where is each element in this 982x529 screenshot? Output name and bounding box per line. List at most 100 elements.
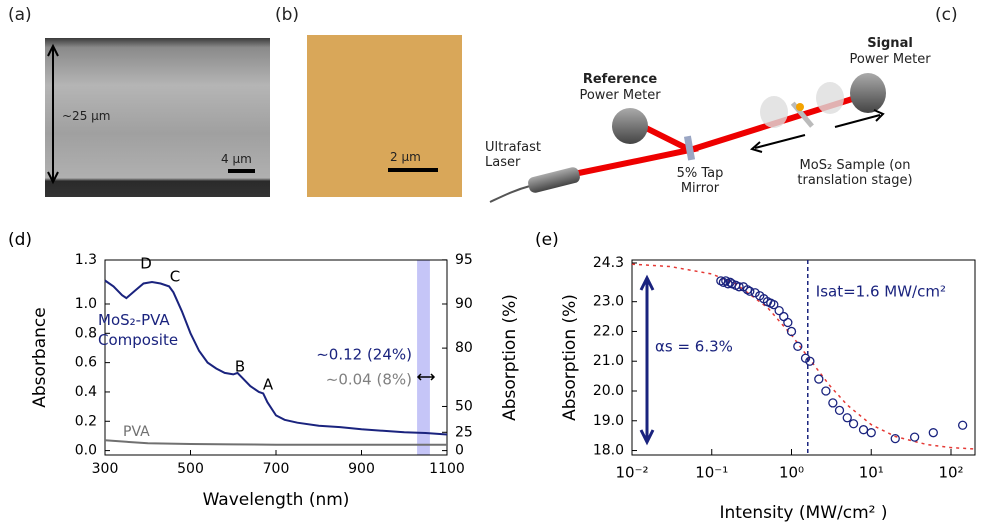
data-point — [718, 277, 729, 287]
y-tick-label: 0.4 — [75, 384, 97, 400]
thickness-label: ~25 µm — [62, 109, 111, 123]
data-point — [928, 428, 938, 438]
y2-tick-label: 50 — [455, 398, 473, 414]
laser-head — [528, 167, 580, 193]
data-point — [890, 433, 900, 444]
signal-title: Signal — [867, 36, 913, 51]
data-point — [814, 374, 824, 384]
fiber — [489, 185, 531, 203]
series-line — [104, 279, 448, 436]
lens — [760, 96, 788, 128]
alpha-arrow — [639, 274, 655, 446]
y2-axis-label: Absorption (%) — [500, 294, 520, 421]
data-point — [866, 428, 876, 438]
tap-mirror — [683, 135, 696, 161]
x-axis-label: Intensity (MW/cm² ) — [720, 503, 888, 523]
data-point — [725, 277, 735, 287]
data-point — [793, 341, 803, 351]
scale-bar — [228, 169, 255, 173]
annotation: Isat=1.6 MW/cm² — [816, 283, 946, 301]
x-tick-label: 700 — [263, 461, 290, 477]
laser-label: Ultrafast Laser — [485, 140, 541, 170]
y-tick-label: 20.0 — [593, 383, 624, 399]
data-point — [834, 405, 845, 415]
signal-sub: Power Meter — [849, 52, 931, 67]
plot-frame — [631, 259, 976, 456]
x-tick-label: 10⁻¹ — [695, 464, 728, 482]
sample-label: MoS₂ Sample (on translation stage) — [797, 158, 913, 188]
stage-arrows — [754, 114, 881, 149]
y-tick-label: 0.6 — [75, 355, 97, 371]
x-tick-label: 10¹ — [859, 464, 884, 482]
series-line — [104, 439, 447, 446]
series-label: MoS₂-PVA Composite — [98, 311, 179, 349]
fit-line — [631, 263, 976, 450]
panel-label: (d) — [8, 230, 32, 250]
x-tick-label: 900 — [348, 461, 375, 477]
y-tick-label: 21.0 — [593, 353, 624, 369]
panel-label: (c) — [935, 5, 958, 25]
scale-label: 2 µm — [390, 150, 421, 164]
data-point — [769, 300, 779, 310]
x-tick-label: 300 — [92, 461, 119, 477]
peak-label: B — [235, 358, 245, 376]
lens — [816, 82, 844, 114]
data-point — [783, 317, 793, 328]
x-tick-label: 10² — [938, 464, 963, 482]
x-tick-label: 10⁻² — [615, 464, 648, 482]
scale-label: 4 µm — [221, 152, 252, 166]
y-tick-label: 1.3 — [75, 252, 97, 268]
data-point — [821, 386, 831, 396]
data-point — [842, 413, 852, 423]
x-tick-label: 1100 — [429, 461, 465, 477]
arrow-heads — [47, 43, 59, 185]
signal-meter — [850, 73, 886, 113]
y-tick-label: 22.0 — [593, 323, 624, 339]
data-point — [805, 356, 815, 366]
y-tick-label: 0.2 — [75, 413, 97, 429]
data-point — [742, 285, 753, 295]
y2-tick-label: 0 — [455, 443, 464, 459]
data-point — [774, 305, 784, 316]
peak-label: D — [140, 255, 152, 273]
y-tick-label: 23.0 — [593, 294, 624, 310]
panel-label: (b) — [275, 5, 300, 25]
reference-title: Reference — [582, 72, 658, 87]
y-axis-label: Absorption (%) — [560, 294, 580, 421]
panel-label: (e) — [535, 230, 559, 250]
arrow — [416, 373, 436, 381]
reference-meter — [612, 108, 648, 144]
y-tick-label: 0.0 — [75, 443, 97, 459]
data-point — [750, 288, 760, 298]
y2-tick-label: 95 — [455, 252, 473, 268]
data-point — [828, 398, 838, 408]
x-tick-label: 10⁰ — [779, 464, 804, 482]
film-photo — [307, 35, 462, 197]
data-point — [957, 420, 968, 430]
reference-sub: Power Meter — [579, 88, 661, 103]
y2-tick-label: 25 — [455, 424, 473, 440]
sample — [796, 103, 804, 111]
y-axis-label: Absorbance — [30, 307, 50, 407]
y2-tick-label: 90 — [455, 296, 473, 312]
annotation: ∼0.12 (24%) — [316, 346, 412, 364]
y2-tick-label: 80 — [455, 340, 473, 356]
data-point — [734, 282, 744, 292]
peak-label: C — [170, 268, 180, 286]
data-point — [848, 419, 859, 429]
x-axis-label: Wavelength (nm) — [203, 490, 350, 510]
series-label: PVA — [123, 424, 150, 440]
highlight-band — [417, 260, 430, 455]
y-tick-label: 0.8 — [75, 325, 97, 341]
mirror-label: 5% Tap Mirror — [676, 166, 724, 196]
y-tick-label: 24.3 — [593, 255, 624, 271]
data-point — [745, 286, 755, 296]
peak-label: A — [263, 376, 274, 394]
annotation: αs = 6.3% — [655, 338, 733, 356]
data-point — [786, 326, 797, 337]
scale-bar — [388, 168, 438, 172]
data-point — [858, 425, 869, 435]
